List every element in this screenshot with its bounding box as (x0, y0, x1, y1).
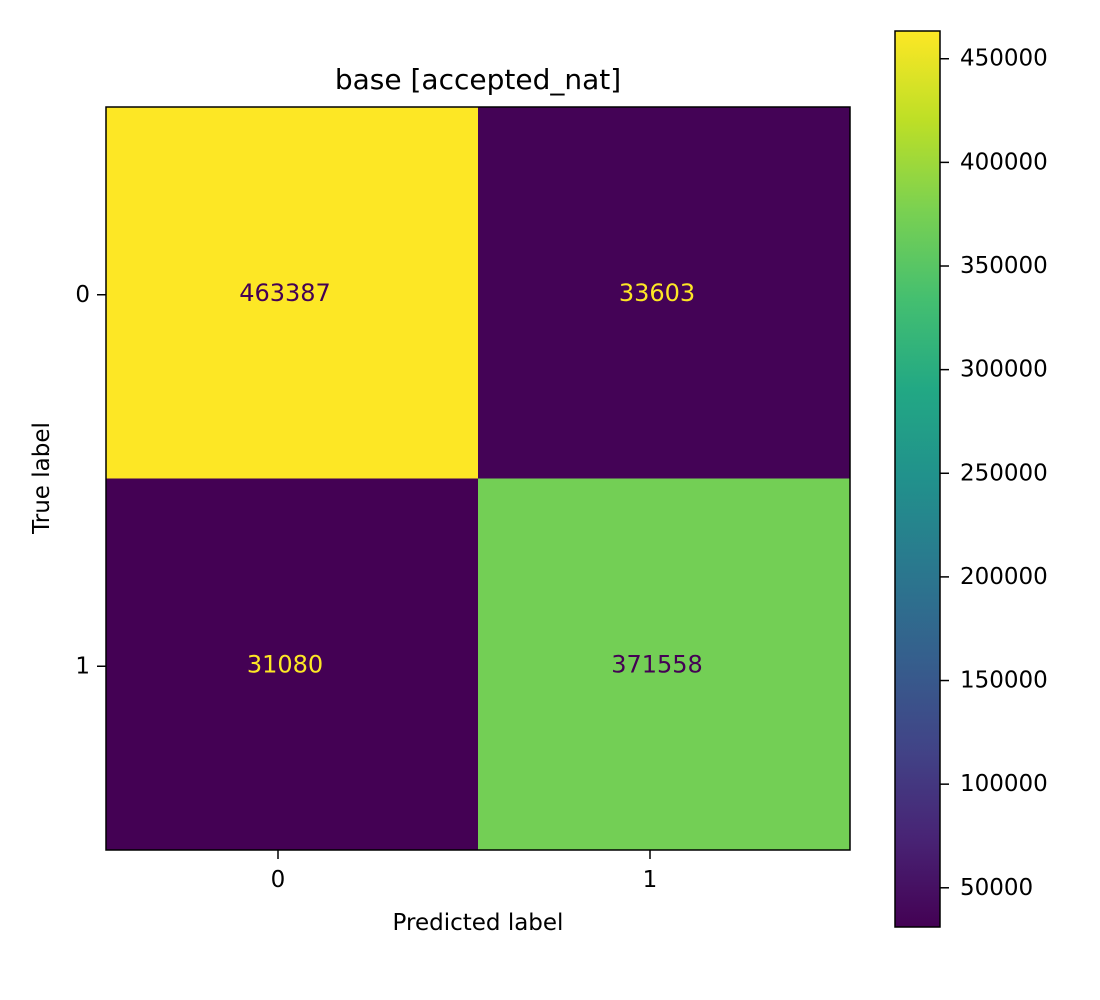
colorbar-tick-label-8: 450000 (960, 46, 1048, 72)
y-axis-label: True label (29, 422, 55, 535)
colorbar-tick-label-2: 150000 (960, 668, 1048, 694)
colorbar-tick-label-7: 400000 (960, 149, 1048, 175)
heatmap-cell-r0-c0 (106, 107, 479, 479)
colorbar-tick-label-5: 300000 (960, 357, 1048, 383)
heatmap-cell-r1-c1 (478, 478, 851, 851)
plot-frame (105, 106, 851, 851)
x-tick-label-0: 0 (271, 867, 286, 893)
colorbar-frame (894, 30, 941, 928)
heatmap-cell-label-r1-c1: 371558 (611, 650, 703, 678)
heatmap-cell-r1-c0 (106, 478, 479, 851)
colorbar-tick-label-4: 250000 (960, 460, 1048, 486)
colorbar-ticks: 50000 100000 150000 200000 250000 300000 35000… (940, 46, 1048, 901)
colorbar-tick-label-6: 350000 (960, 253, 1048, 279)
heatmap-cell-labels: 463387 33603 31080 371558 (239, 279, 703, 679)
colorbar-gradient (895, 31, 940, 927)
y-tick-label-1: 1 (75, 653, 90, 679)
y-tick-label-0: 0 (75, 282, 90, 308)
y-axis-ticks: 01 (75, 282, 106, 679)
chart-title: base [accepted_nat] (335, 63, 621, 96)
heatmap-cell-label-r0-c1: 33603 (619, 279, 695, 307)
heatmap-cell-r0-c1 (478, 107, 851, 479)
heatmap-cell-label-r0-c0: 463387 (239, 279, 331, 307)
colorbar-tick-label-0: 50000 (960, 875, 1033, 901)
heatmap-cells (106, 107, 851, 851)
colorbar-tick-label-3: 200000 (960, 564, 1048, 590)
x-axis-label: Predicted label (393, 910, 564, 936)
heatmap-cell-label-r1-c0: 31080 (247, 650, 323, 678)
x-tick-label-1: 1 (643, 867, 658, 893)
colorbar-tick-label-1: 100000 (960, 771, 1048, 797)
